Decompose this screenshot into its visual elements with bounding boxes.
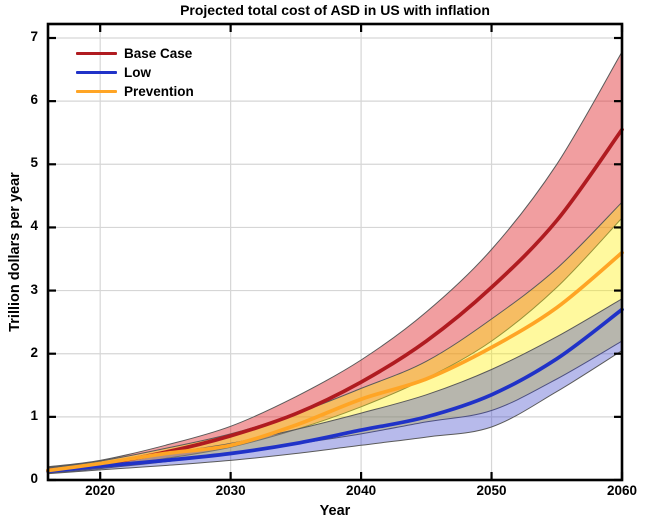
legend-item: Base Case [76, 44, 194, 63]
line-low [46, 307, 624, 474]
x-tick-label: 2020 [85, 483, 116, 498]
legend-item: Prevention [76, 82, 194, 101]
y-tick-label: 3 [30, 281, 38, 297]
y-tick-label: 6 [30, 92, 38, 108]
legend-line-swatch [76, 70, 117, 75]
legend-label: Base Case [124, 45, 193, 61]
legend: Base Case Low Prevention [76, 44, 194, 101]
x-tick-label: 2040 [346, 483, 377, 498]
legend-label: Prevention [124, 83, 194, 99]
line-prevention [46, 250, 624, 473]
y-tick-label: 4 [30, 218, 38, 234]
x-tick-label: 2030 [215, 483, 246, 498]
legend-line-swatch [76, 51, 117, 56]
y-tick-label: 5 [30, 155, 38, 171]
x-tick-label: 2050 [476, 483, 507, 498]
y-tick-label: 0 [30, 471, 38, 486]
y-axis-label: Trillion dollars per year [7, 172, 23, 332]
y-tick-label: 7 [30, 29, 38, 44]
legend-label: Low [124, 64, 151, 80]
chart-title: Projected total cost of ASD in US with i… [180, 2, 490, 18]
plot-frame [46, 22, 624, 482]
x-tick-label: 2060 [606, 483, 638, 498]
series-lines [46, 127, 624, 474]
y-tick-label: 1 [30, 407, 38, 423]
legend-item: Low [76, 63, 194, 82]
y-tick-label: 2 [30, 344, 38, 360]
x-axis-label: Year [319, 503, 351, 519]
legend-line-swatch [76, 89, 117, 94]
